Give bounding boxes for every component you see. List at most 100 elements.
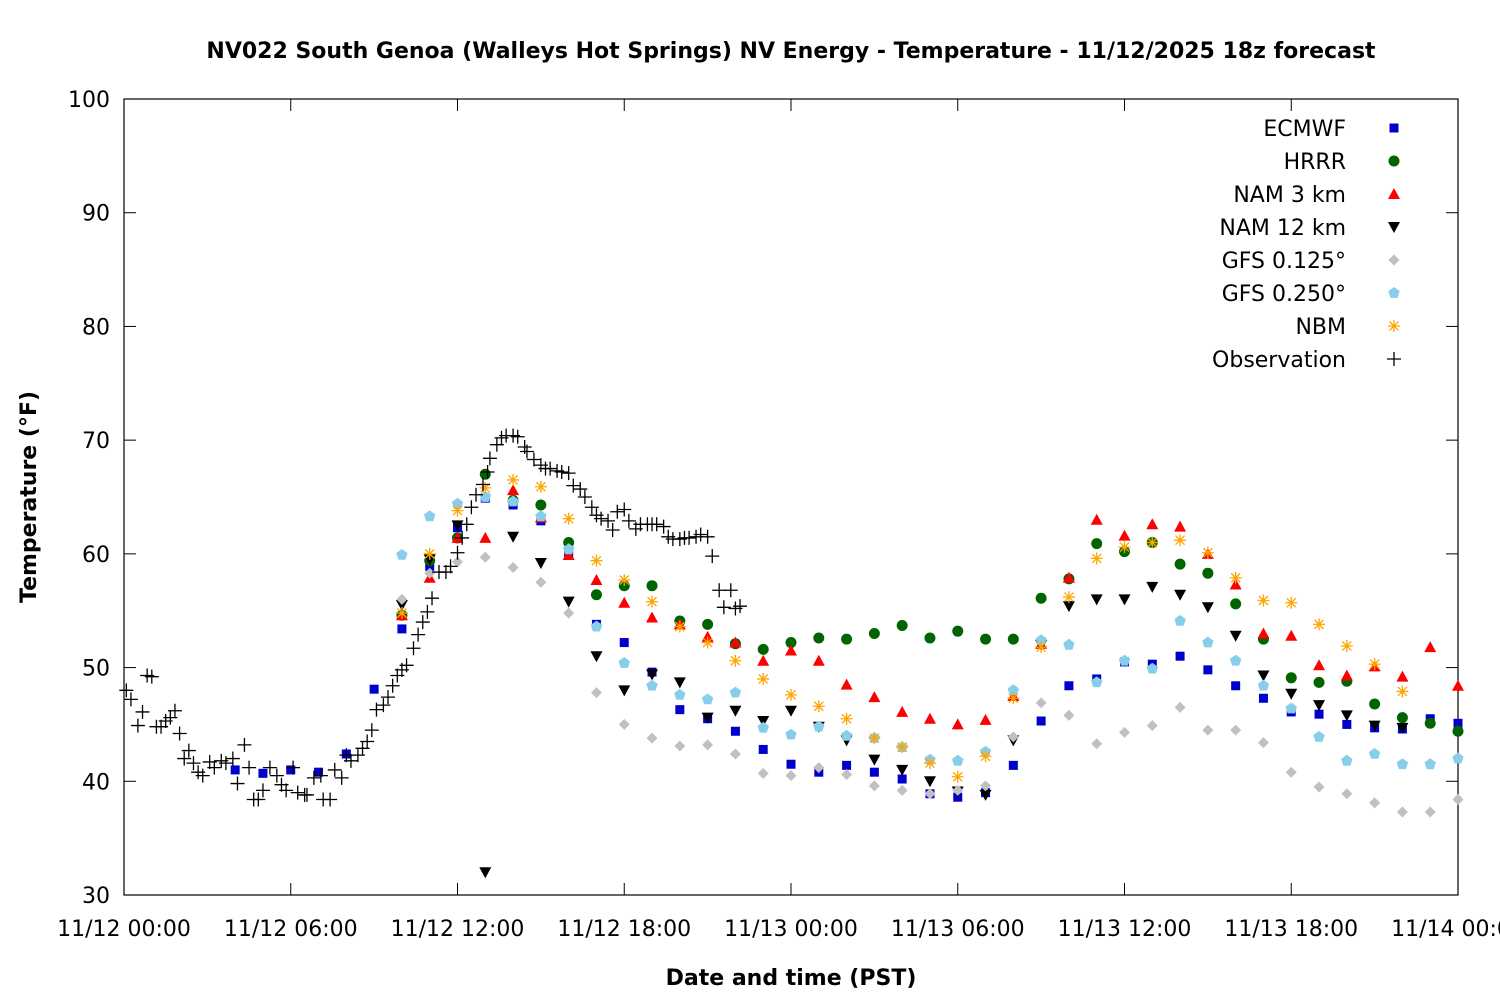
data-point	[510, 429, 525, 444]
y-tick-label: 80	[82, 315, 110, 340]
data-point	[443, 559, 458, 574]
legend-label: Observation	[1212, 348, 1346, 373]
data-point	[1368, 720, 1381, 732]
data-point	[1396, 722, 1409, 734]
data-point	[262, 760, 277, 775]
data-point	[1452, 725, 1464, 737]
data-point	[840, 678, 853, 690]
data-point	[605, 522, 620, 537]
data-point	[1285, 766, 1297, 778]
data-point	[535, 510, 547, 522]
data-point	[1091, 676, 1103, 688]
data-point	[923, 757, 936, 770]
data-point	[618, 657, 630, 668]
data-point	[951, 770, 964, 783]
data-point	[534, 480, 547, 493]
data-point	[1202, 567, 1214, 579]
data-point	[396, 549, 408, 560]
data-point	[1174, 589, 1187, 601]
data-point	[1257, 594, 1270, 607]
data-point	[1285, 672, 1297, 684]
data-point	[399, 658, 414, 673]
data-point	[868, 754, 881, 766]
data-point	[1313, 781, 1325, 793]
data-point	[729, 748, 741, 760]
data-point	[1229, 571, 1242, 584]
data-point	[1257, 737, 1269, 749]
data-point	[425, 561, 435, 571]
data-point	[1424, 758, 1436, 770]
data-point	[1285, 629, 1298, 641]
data-point	[757, 672, 770, 685]
data-point	[868, 780, 880, 792]
data-point	[1035, 634, 1047, 646]
data-point	[646, 679, 658, 691]
data-point	[700, 529, 715, 544]
data-point	[758, 744, 768, 754]
data-point	[1257, 627, 1270, 639]
data-point	[729, 636, 742, 648]
data-point	[785, 637, 797, 649]
y-tick-label: 100	[68, 88, 110, 113]
data-point	[656, 519, 671, 534]
data-point	[618, 718, 630, 730]
legend-label: GFS 0.250°	[1222, 282, 1346, 307]
data-point	[785, 688, 797, 701]
data-point	[519, 444, 534, 459]
data-point	[360, 734, 375, 749]
legend-marker	[1389, 123, 1399, 133]
data-point	[1035, 641, 1048, 654]
data-point	[869, 767, 879, 777]
data-point	[980, 780, 992, 792]
y-tick-label: 40	[82, 770, 110, 795]
series-hrrr	[396, 468, 1464, 737]
data-point	[896, 741, 909, 754]
x-tick-label: 11/12 18:00	[557, 917, 691, 942]
data-point	[507, 473, 520, 486]
data-point	[590, 687, 602, 699]
data-point	[702, 739, 714, 751]
data-point	[1396, 670, 1409, 682]
data-point	[482, 451, 497, 466]
data-point	[1063, 709, 1075, 721]
data-point	[420, 604, 435, 619]
data-point	[479, 867, 492, 879]
data-point	[1062, 601, 1075, 613]
data-point	[397, 624, 407, 634]
data-point	[1062, 591, 1075, 604]
data-point	[1174, 520, 1187, 532]
data-point	[840, 712, 853, 725]
x-tick-label: 11/13 12:00	[1058, 917, 1192, 942]
data-point	[786, 759, 796, 769]
data-point	[1035, 697, 1047, 709]
data-point	[415, 615, 430, 630]
data-point	[381, 690, 396, 705]
data-point	[424, 510, 436, 522]
data-point	[343, 753, 358, 768]
data-point	[1203, 665, 1213, 675]
x-tick-label: 11/13 06:00	[891, 917, 1025, 942]
data-point	[1091, 538, 1103, 550]
data-point	[841, 633, 853, 645]
data-point	[255, 783, 270, 798]
data-point	[480, 464, 495, 479]
data-point	[980, 633, 992, 645]
data-point	[396, 593, 408, 605]
data-point	[269, 768, 284, 783]
data-point	[979, 750, 992, 763]
data-point	[757, 721, 769, 733]
y-tick-label: 50	[82, 657, 110, 682]
data-point	[701, 712, 714, 724]
data-point	[584, 500, 599, 515]
data-point	[406, 641, 421, 656]
data-point	[923, 712, 936, 724]
data-point	[167, 703, 182, 718]
data-point	[840, 729, 853, 741]
data-point	[1146, 581, 1159, 593]
data-point	[144, 669, 159, 684]
data-point	[733, 599, 748, 614]
legend: ECMWF HRRR NAM 3 km NAM 12 km GFS 0.125° GFS …	[1212, 117, 1401, 373]
data-point	[1368, 658, 1381, 671]
data-point	[979, 713, 992, 725]
data-point	[1313, 700, 1326, 712]
